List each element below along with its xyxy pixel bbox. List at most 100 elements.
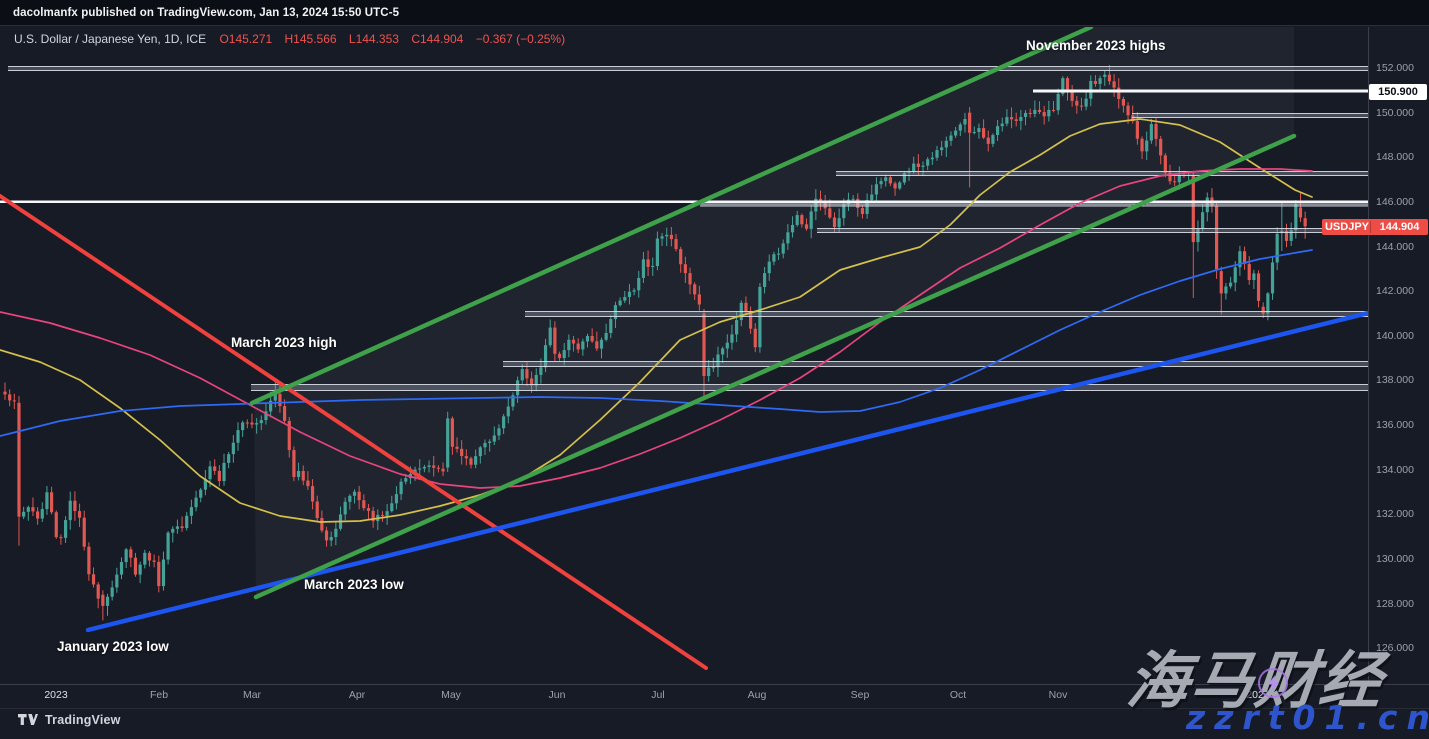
candle-body (958, 124, 962, 131)
candle-body (744, 302, 748, 312)
candle-body (725, 342, 729, 349)
watermark-url: zzrt01.cn (1186, 698, 1429, 737)
time-axis-label: Apr (348, 689, 366, 701)
support-resistance-zone[interactable] (1132, 113, 1368, 118)
candle-body (1005, 117, 1009, 124)
candle-body (823, 201, 827, 209)
candle-body (133, 557, 138, 575)
candle-body (809, 211, 813, 229)
support-resistance-zone[interactable] (525, 311, 1368, 317)
time-axis-label: Aug (747, 689, 767, 701)
candle-body (665, 234, 669, 237)
candle-body (488, 441, 492, 443)
candle-body (1242, 251, 1247, 264)
candle-body (1075, 100, 1079, 106)
support-resistance-zone[interactable] (817, 228, 1368, 233)
time-axis-label: Feb (149, 689, 169, 701)
ohlc-open: O145.271 (219, 32, 273, 46)
ohlc-high: H145.566 (284, 32, 337, 46)
support-resistance-zone[interactable] (8, 66, 1368, 71)
candle-body (837, 218, 841, 228)
candle-body (1033, 109, 1037, 114)
price-axis-label: 148.000 (1376, 151, 1414, 164)
support-resistance-zone[interactable] (836, 171, 1368, 176)
candle-body (432, 465, 436, 468)
candle-body (599, 339, 604, 349)
candle-body (776, 253, 781, 255)
candle-body (641, 259, 646, 278)
candle-body (520, 369, 524, 381)
candle-body (525, 369, 529, 379)
symbol-legend[interactable]: U.S. Dollar / Japanese Yen, 1D, ICE O145… (14, 32, 574, 46)
candle-body (91, 574, 96, 585)
candle-body (991, 135, 995, 144)
candle-body (96, 584, 100, 599)
candle-body (1028, 112, 1032, 114)
candle-body (1303, 218, 1307, 227)
support-resistance-zone[interactable] (251, 384, 1368, 391)
tradingview-attribution[interactable]: TradingView (18, 713, 121, 727)
text-annotation[interactable]: March 2023 high (231, 335, 337, 350)
candle-body (380, 514, 385, 516)
candle-body (1014, 119, 1018, 121)
candle-body (935, 150, 939, 158)
ohlc-low: L144.353 (348, 32, 399, 46)
last-price-badge: USDJPY 144.904 (1322, 219, 1428, 235)
candle-body (581, 341, 585, 350)
candle-body (1163, 155, 1167, 173)
ema-mid-pink[interactable] (0, 168, 1313, 489)
candle-body (1289, 230, 1293, 241)
candle-body (1177, 175, 1181, 183)
candle-body (613, 305, 618, 320)
candle-body (562, 350, 566, 359)
green-channel-top[interactable] (249, 27, 1094, 406)
candle-body (1135, 120, 1139, 139)
candle-body (418, 468, 422, 470)
candle-body (907, 171, 911, 173)
price-axis-label: 150.000 (1376, 106, 1414, 119)
candle-body (539, 367, 543, 375)
candle-body (1266, 293, 1270, 314)
candle-body (1065, 78, 1070, 93)
candle-body (707, 367, 711, 377)
candle-body (264, 411, 268, 421)
text-annotation[interactable]: January 2023 low (57, 639, 169, 654)
candle-body (954, 130, 958, 136)
candle-body (348, 495, 352, 502)
candle-body (865, 199, 869, 214)
candle-body (469, 458, 473, 465)
candle-body (241, 422, 245, 431)
candle-body (795, 215, 799, 225)
candle-body (464, 456, 468, 459)
candle-body (1191, 175, 1195, 243)
resistance-line[interactable] (1033, 89, 1368, 93)
candle-body (721, 348, 725, 355)
candle-body (972, 131, 976, 133)
time-axis-label: Dec (1148, 689, 1168, 701)
support-resistance-zone[interactable] (700, 203, 1368, 207)
symbol-title: U.S. Dollar / Japanese Yen, 1D, ICE (14, 32, 207, 46)
red-downtrend[interactable] (0, 194, 708, 670)
candle-body (292, 450, 296, 477)
candle-body (870, 194, 874, 200)
text-annotation[interactable]: November 2023 highs (1026, 38, 1166, 53)
candle-body (334, 528, 338, 538)
sma-fast-yellow[interactable] (0, 118, 1313, 523)
candle-body (697, 294, 701, 305)
sma-slow-blue[interactable] (0, 249, 1313, 437)
candle-body (17, 402, 21, 517)
candle-body (315, 501, 319, 519)
candle-body (916, 163, 920, 167)
price-axis-label: 146.000 (1376, 195, 1414, 208)
candle-body (828, 208, 832, 218)
text-annotation[interactable]: March 2023 low (304, 577, 404, 592)
candle-body (1154, 124, 1158, 139)
tradingview-label: TradingView (45, 713, 121, 727)
candle-body (180, 526, 184, 529)
green-channel-bot[interactable] (253, 133, 1297, 600)
support-resistance-zone[interactable] (503, 361, 1368, 367)
change-value: −0.367 (−0.25%) (475, 32, 566, 46)
candle-body (1261, 306, 1265, 314)
resistance-line[interactable] (0, 200, 1368, 204)
